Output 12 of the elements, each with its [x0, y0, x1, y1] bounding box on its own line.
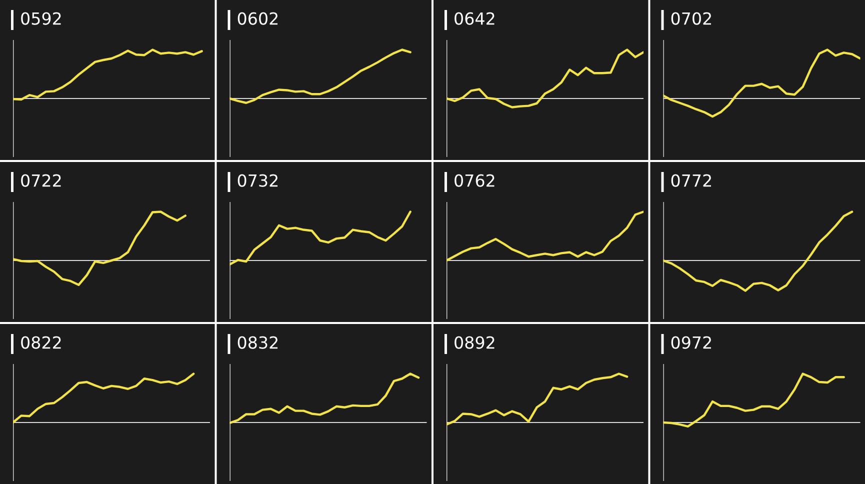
chart-title: 0772	[671, 174, 711, 187]
chart-title: 0832	[238, 336, 278, 349]
chart-title: 0702	[671, 12, 711, 25]
chart-title: 0602	[238, 12, 278, 25]
chart-title: 0722	[21, 174, 61, 187]
chart-title: 0592	[21, 12, 61, 25]
chart-title: 0762	[454, 174, 494, 187]
chart-title: 0892	[454, 336, 494, 349]
chart-title: 0642	[454, 12, 494, 25]
chart-title: 0732	[238, 174, 278, 187]
chart-title: 0822	[21, 336, 61, 349]
chart-title: 0972	[671, 336, 711, 349]
